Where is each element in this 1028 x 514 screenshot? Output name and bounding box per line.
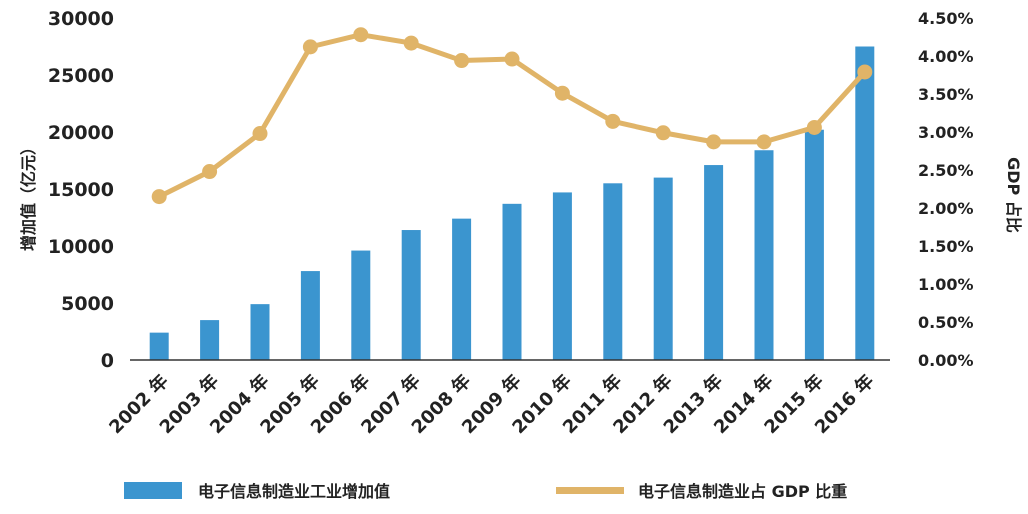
line-point [151, 189, 167, 205]
line-point [605, 113, 621, 129]
line-point [756, 134, 772, 150]
y-tick-label-left: 15000 [48, 179, 114, 201]
line-point [857, 64, 873, 80]
bar [804, 129, 824, 360]
legend-swatch-bar [124, 482, 182, 499]
line-point [353, 27, 369, 43]
y-tick-label-left: 5000 [61, 293, 114, 315]
line-point [403, 35, 419, 51]
line-point [655, 125, 671, 141]
y-tick-label-right: 1.00% [918, 275, 974, 294]
y-tick-label-left: 30000 [48, 8, 114, 30]
right-axis-ticks: 0.00% 0.50% 1.00% 1.50% 2.00% 2.50% 3.00% 3.50%… [918, 9, 974, 370]
bar [351, 250, 371, 360]
bar [200, 320, 220, 360]
bar [552, 192, 572, 360]
legend-label-bar: 电子信息制造业工业增加值 [198, 482, 390, 501]
bar [250, 304, 270, 360]
y-tick-label-right: 4.00% [918, 47, 974, 66]
y-axis-title-right: GDP 占比 [1004, 157, 1023, 233]
line-point [706, 134, 722, 150]
legend: 电子信息制造业工业增加值 电子信息制造业占 GDP 比重 [124, 482, 847, 501]
y-tick-label-right: 2.00% [918, 199, 974, 218]
line-point [504, 51, 520, 67]
y-tick-label-right: 0.50% [918, 313, 974, 332]
line-point [252, 126, 268, 142]
y-tick-label-right: 0.00% [918, 351, 974, 370]
line-point [302, 39, 318, 55]
bar-series [149, 46, 875, 360]
line-point [554, 85, 570, 101]
bar [401, 230, 421, 360]
bar [603, 183, 623, 360]
bar [452, 218, 472, 360]
line-point [806, 119, 822, 135]
bar [149, 332, 169, 360]
bar [653, 177, 673, 360]
y-axis-title-left: 增加值（亿元） [19, 139, 38, 251]
y-tick-label-right: 3.50% [918, 85, 974, 104]
legend-label-line: 电子信息制造业占 GDP 比重 [638, 482, 847, 501]
bar [300, 271, 320, 360]
y-tick-label-right: 4.50% [918, 9, 974, 28]
left-axis-ticks: 0 5000 10000 15000 20000 25000 30000 [48, 8, 114, 372]
y-tick-label-left: 25000 [48, 65, 114, 87]
y-tick-label-right: 2.50% [918, 161, 974, 180]
y-tick-label-left: 10000 [48, 236, 114, 258]
line-point [454, 53, 470, 69]
bar [502, 203, 522, 360]
bar [754, 150, 774, 360]
line-series [151, 27, 873, 205]
y-tick-label-left: 0 [101, 350, 114, 372]
bar [704, 165, 724, 360]
line-point [202, 164, 218, 180]
bar [855, 46, 875, 360]
y-tick-label-right: 1.50% [918, 237, 974, 256]
y-tick-label-right: 3.00% [918, 123, 974, 142]
y-tick-label-left: 20000 [48, 122, 114, 144]
